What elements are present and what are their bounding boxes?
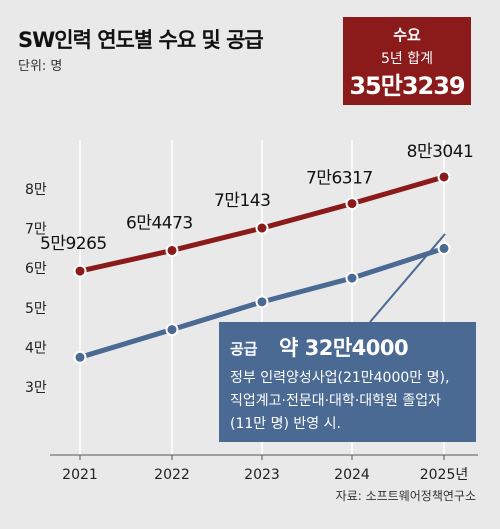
data-label: 8만3041 [407, 142, 474, 162]
y-tick-label: 8만 [25, 182, 47, 198]
data-label: 5만9265 [40, 234, 107, 254]
data-point [73, 264, 87, 278]
data-point [73, 350, 87, 364]
supply-box-note-1: 정부 인력양성사업(21만4000만 명), [230, 370, 449, 386]
y-axis-ticks: 3만 4만 5만 6만 7만 8만 [25, 182, 47, 396]
data-point [165, 243, 179, 257]
data-point [255, 295, 269, 309]
series-layer [73, 170, 451, 364]
data-label-layer: 5만9265 6만4473 7만143 7만6317 8만3041 [40, 142, 474, 254]
y-tick-label: 4만 [25, 340, 47, 356]
supply-box-note-3: (11만 명) 반영 시. [230, 416, 341, 432]
data-label: 7만143 [214, 191, 270, 211]
demand-box-total: 35만3239 [349, 72, 465, 100]
demand-box: 수요 5년 합계 35만3239 [343, 17, 471, 105]
x-tick-label: 2025년 [420, 467, 469, 483]
supply-box-note-2: 직업계고·전문대·대학·대학원 졸업자 [230, 393, 441, 409]
x-tick-label: 2023 [244, 467, 280, 483]
data-point [345, 271, 359, 285]
x-axis-ticks: 2021 2022 2023 2024 2025년 [62, 455, 468, 483]
y-tick-label: 6만 [25, 261, 47, 277]
y-tick-label: 3만 [25, 380, 47, 396]
supply-box-title: 공급 [230, 340, 258, 358]
supply-box: 공급 약 32만4000 정부 인력양성사업(21만4000만 명), 직업계고… [219, 233, 476, 442]
chart-title: SW인력 연도별 수요 및 공급 [18, 28, 263, 52]
demand-box-subtitle: 5년 합계 [381, 51, 433, 67]
data-point [165, 323, 179, 337]
data-point [437, 241, 451, 255]
data-point [255, 221, 269, 235]
demand-box-title: 수요 [393, 26, 421, 44]
supply-box-total: 약 32만4000 [279, 336, 408, 360]
x-tick-label: 2024 [334, 467, 370, 483]
demand-box-bg [343, 17, 471, 105]
y-tick-label: 5만 [25, 301, 47, 317]
data-label: 7만6317 [306, 169, 373, 189]
x-tick-label: 2022 [154, 467, 190, 483]
y-tick-label: 7만 [25, 222, 47, 238]
unit-label: 단위: 명 [18, 59, 62, 74]
supply-box-pointer [369, 233, 446, 323]
x-tick-label: 2021 [62, 467, 98, 483]
supply-box-bg [219, 322, 476, 442]
data-point [345, 197, 359, 211]
data-label: 6만4473 [126, 213, 193, 233]
data-point [437, 170, 451, 184]
source-note: 자료: 소프트웨어정책연구소 [336, 488, 476, 503]
